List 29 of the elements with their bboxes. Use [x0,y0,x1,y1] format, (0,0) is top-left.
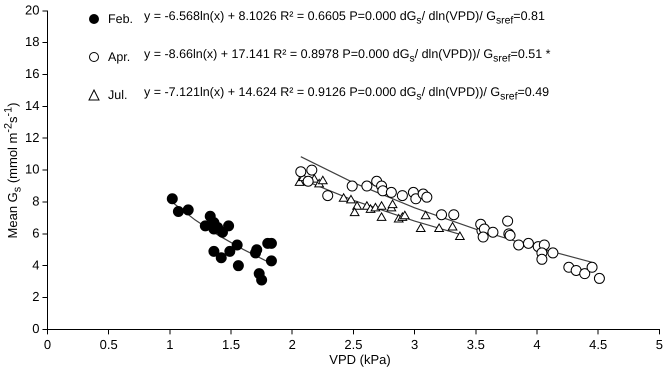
y-tick-label: 6 [32,225,40,240]
x-tick-label: 3 [411,336,418,352]
legend-label: Apr. [108,49,132,66]
x-tick-label: 1 [166,336,174,352]
x-tick-label: 4 [533,336,541,352]
y-tick-label: 2 [32,289,40,304]
y-tick-label: 10 [24,162,40,177]
y-tick-label: 0 [32,320,40,336]
x-tick-label: 4.5 [589,336,608,352]
y-tick-label: 20 [24,2,40,18]
legend-label: Feb. [108,11,134,28]
y-tick-label: 4 [32,257,40,272]
x-tick-label: 2 [288,336,296,352]
y-tick-label: 8 [32,194,40,209]
y-tick-label: 14 [24,98,40,113]
x-tick-label: 0.5 [100,336,118,352]
x-tick-label: 2.5 [344,336,362,352]
x-tick-label: 0 [44,336,52,352]
annotation: y = -7.121ln(x) + 14.624 R² = 0.9126 P=0.000 dG$_{s}$/ dln(VPD))/ G$_{sref}$=0.49 [144,84,550,105]
y-tick-label: 18 [24,34,40,50]
legend-label: Jul. [108,87,128,104]
x-tick-label: 3.5 [466,336,485,352]
y-tick-label: 12 [24,130,40,145]
x-tick-label: 5 [656,336,663,352]
x-tick-label: 1.5 [222,336,240,352]
x-axis-title: VPD (kPa) [328,352,392,367]
annotation: y = -8.66ln(x) + 17.141 R² = 0.8978 P=0.000 dG$_{s}$/ dln(VPD))/ G$_{sref}$=0.51 * [144,46,550,67]
annotation: y = -6.568ln(x) + 8.1026 R² = 0.6605 P=0.000 dG$_{s}$/ dln(VPD)/ G$_{sref}$=0.81 [144,8,545,29]
y-tick-label: 16 [24,66,40,82]
